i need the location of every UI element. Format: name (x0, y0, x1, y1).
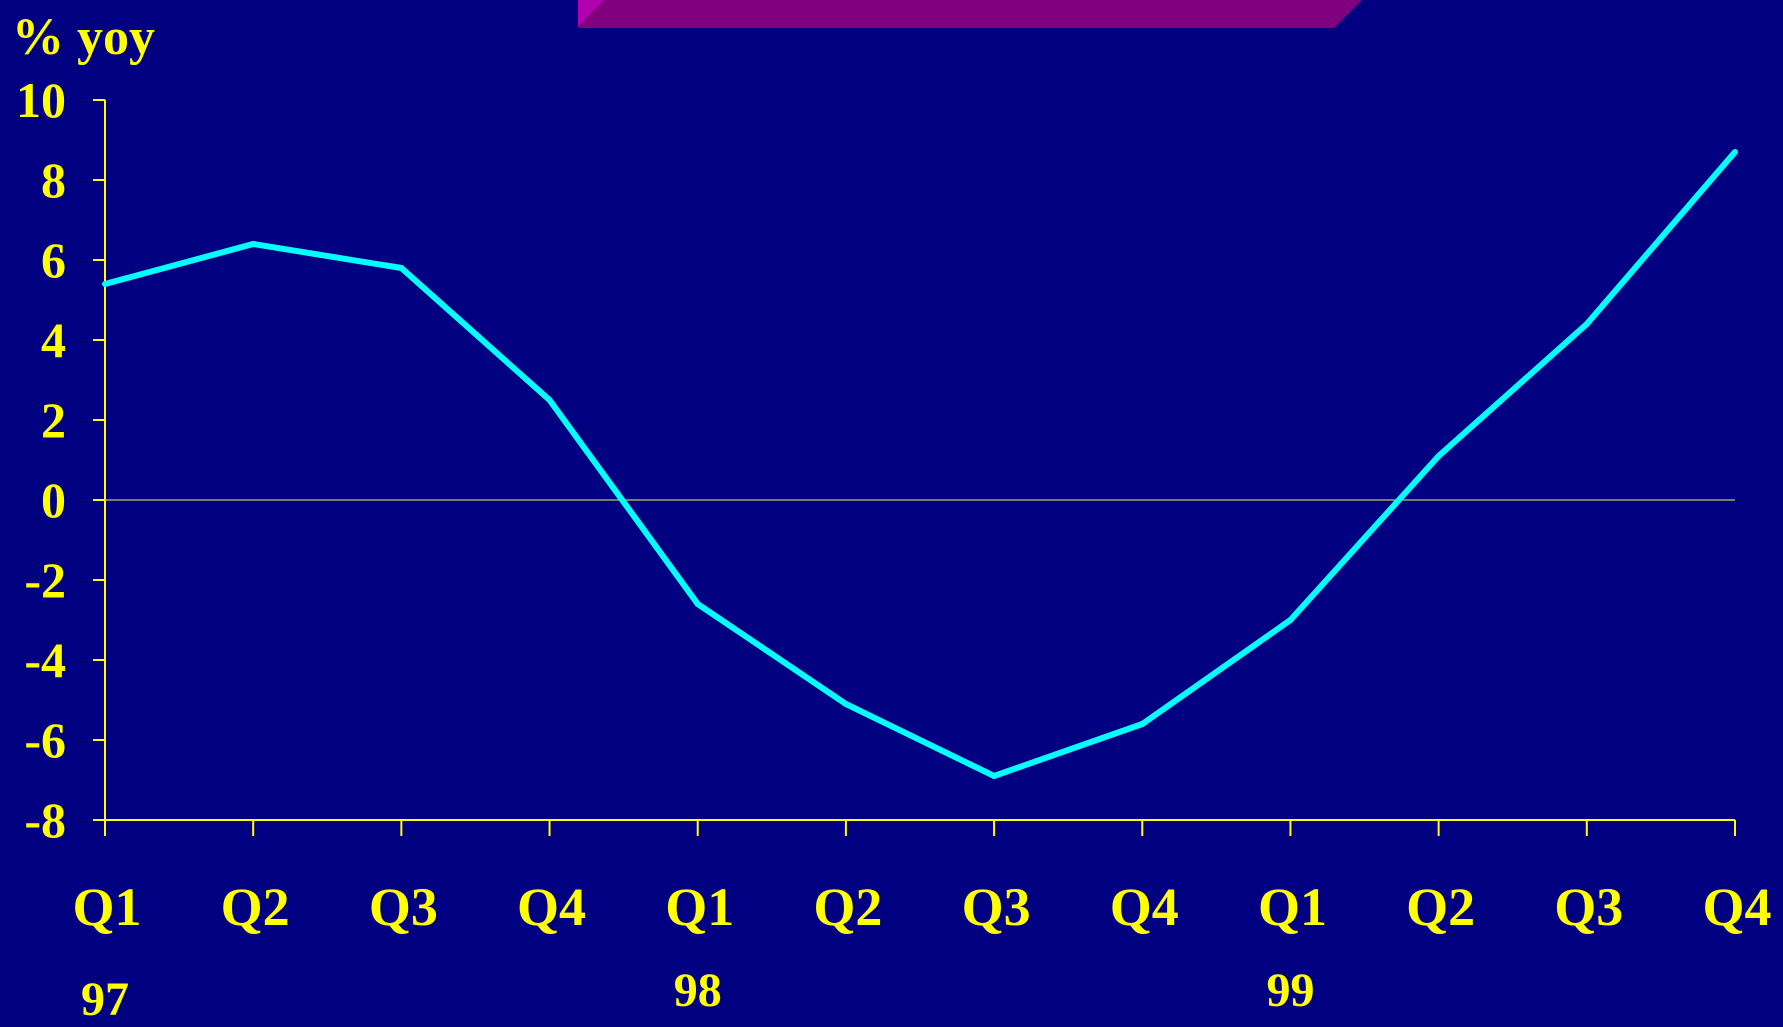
data-point (842, 701, 849, 707)
title-banner-accent (578, 0, 604, 26)
x-tick-label: Q4 (1702, 877, 1771, 937)
x-tick-label: Q4 (1110, 877, 1179, 937)
x-tick-label: Q1 (665, 877, 734, 937)
x-tick-label: Q2 (1406, 877, 1475, 937)
year-label: 98 (674, 964, 722, 1017)
y-tick-label: -8 (24, 792, 66, 848)
x-tick-label: Q3 (369, 877, 438, 937)
data-point (1583, 321, 1590, 327)
title-banner (578, 0, 1362, 28)
data-point (1287, 617, 1294, 623)
y-tick-label: 0 (41, 472, 66, 528)
year-label: 99 (1266, 964, 1314, 1017)
series-group (102, 149, 1738, 780)
data-point (546, 397, 553, 403)
y-tick-label: -2 (24, 552, 66, 608)
data-point (694, 601, 701, 607)
x-tick-label: Q3 (962, 877, 1031, 937)
y-tick-label: 4 (41, 312, 66, 368)
series-line (104, 150, 1738, 780)
y-tick-label: -4 (24, 632, 66, 688)
y-axis-label: % yoy (12, 9, 155, 66)
data-point (398, 265, 405, 271)
x-tick-labels: Q1 Q2 Q3 Q4 Q1 Q2 Q3 Q4 Q1 Q2 Q3 Q4 (72, 877, 1771, 937)
year-label: 97 (81, 973, 129, 1022)
data-point (1435, 453, 1442, 459)
data-point (102, 281, 108, 287)
x-tick-label: Q2 (813, 877, 882, 937)
y-tick-label: -6 (24, 712, 66, 768)
y-tick-labels: 10 8 6 4 2 0 -2 -4 -6 -8 (16, 72, 66, 848)
y-tick-label: 10 (16, 72, 66, 128)
y-tick-label: 6 (41, 232, 66, 288)
year-labels: 97 98 99 (81, 964, 1314, 1026)
data-point (1139, 721, 1146, 727)
data-point (250, 241, 257, 247)
axes (93, 99, 1736, 836)
x-tick-label: Q2 (221, 877, 290, 937)
x-tick-label: Q1 (72, 877, 141, 937)
x-tick-label: Q4 (517, 877, 586, 937)
x-tick-label: Q1 (1258, 877, 1327, 937)
y-tick-label: 8 (41, 152, 66, 208)
x-tick-label: Q3 (1554, 877, 1623, 937)
data-point (991, 773, 998, 779)
y-tick-label: 2 (41, 392, 66, 448)
data-point (1732, 149, 1738, 155)
